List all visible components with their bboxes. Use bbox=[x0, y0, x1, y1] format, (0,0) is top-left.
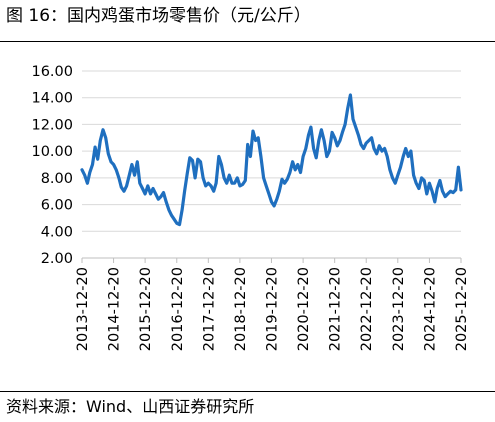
y-tick-label: 14.00 bbox=[31, 91, 73, 107]
x-tick-label: 2013-12-20 bbox=[75, 267, 91, 351]
plot-area bbox=[80, 93, 463, 227]
x-tick-label: 2025-12-20 bbox=[454, 267, 470, 351]
line-chart: 2.00 4.00 6.00 8.00 10.00 12.00 14.00 16.00 201… bbox=[31, 64, 470, 351]
x-tick-label: 2022-12-20 bbox=[359, 267, 375, 351]
figure-title: 图 16：国内鸡蛋市场零售价（元/公斤） bbox=[6, 6, 311, 26]
y-tick-label: 16.00 bbox=[31, 64, 73, 80]
figure-source: 资料来源：Wind、山西证券研究所 bbox=[6, 397, 255, 416]
x-tick-label: 2017-12-20 bbox=[201, 267, 217, 351]
x-tick-label: 2018-12-20 bbox=[233, 267, 249, 351]
x-tick-label: 2023-12-20 bbox=[391, 267, 407, 351]
x-tick-label: 2024-12-20 bbox=[422, 267, 438, 351]
y-tick-label: 6.00 bbox=[41, 198, 73, 214]
x-tick-label: 2020-12-20 bbox=[296, 267, 312, 351]
x-tick-label: 2016-12-20 bbox=[170, 267, 186, 351]
series-line-0 bbox=[80, 93, 463, 227]
y-tick-label: 2.00 bbox=[41, 251, 73, 267]
x-tick-label: 2021-12-20 bbox=[328, 267, 344, 351]
x-tick-label: 2014-12-20 bbox=[107, 267, 123, 351]
x-tick-label: 2019-12-20 bbox=[264, 267, 280, 351]
x-tick-label: 2015-12-20 bbox=[138, 267, 154, 351]
y-tick-label: 4.00 bbox=[41, 224, 73, 240]
top-rule bbox=[0, 41, 495, 42]
x-axis: 2013-12-20 2014-12-20 2015-12-20 2016-12-20… bbox=[75, 258, 470, 351]
y-tick-label: 10.00 bbox=[31, 144, 73, 160]
y-tick-label: 12.00 bbox=[31, 117, 73, 133]
y-axis: 2.00 4.00 6.00 8.00 10.00 12.00 14.00 16.00 bbox=[31, 64, 73, 267]
bottom-rule bbox=[0, 391, 495, 392]
y-tick-label: 8.00 bbox=[41, 171, 73, 187]
